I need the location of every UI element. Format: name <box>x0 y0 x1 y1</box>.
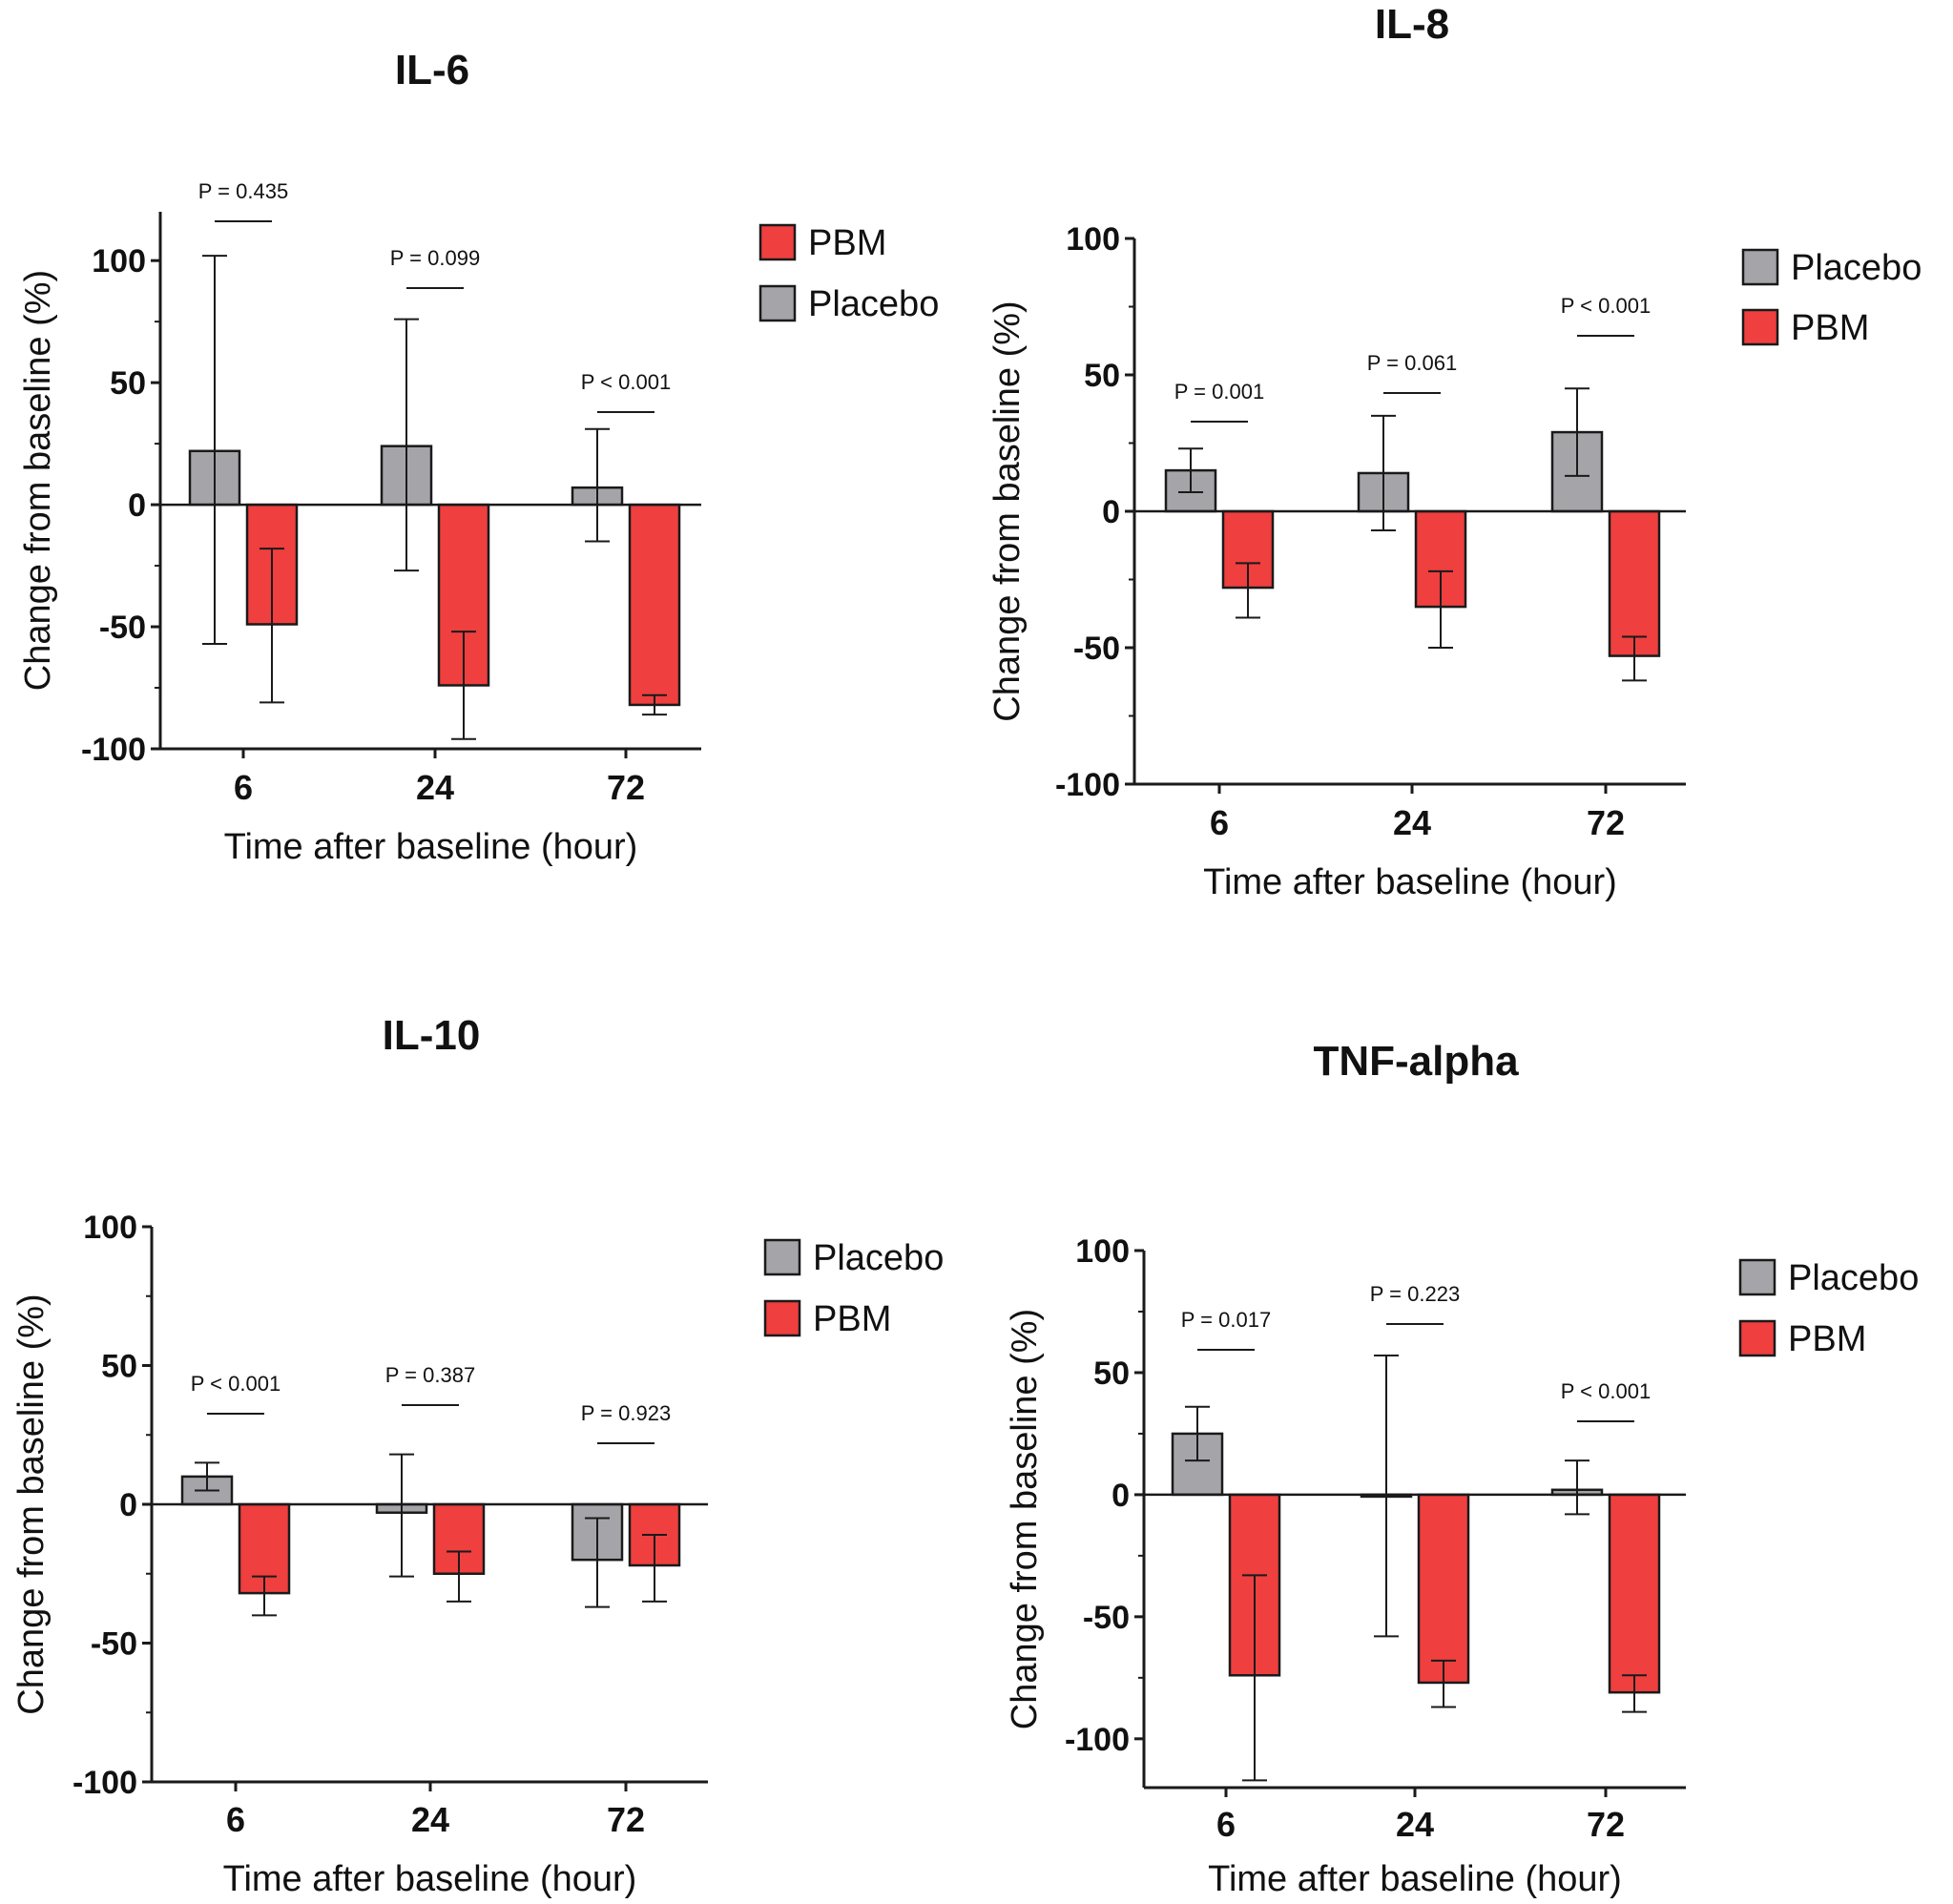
legend-swatch-placebo <box>1741 248 1779 286</box>
y-tick-label: 100 <box>83 1210 137 1246</box>
y-axis-label: Change from baseline (%) <box>11 1293 52 1714</box>
x-axis-label: Time after baseline (hour) <box>224 827 638 867</box>
x-tick-label: 6 <box>1210 803 1229 842</box>
pbm-bar <box>1417 1493 1470 1685</box>
p-value-label: P = 0.017 <box>1181 1308 1271 1332</box>
y-tick-label: 0 <box>128 487 146 524</box>
y-tick-label: 100 <box>1066 221 1120 258</box>
legend-label-placebo: Placebo <box>808 284 939 324</box>
x-tick-label: 72 <box>607 768 645 807</box>
y-tick-label: 50 <box>1084 358 1120 394</box>
chart-title: IL-10 <box>383 1012 481 1059</box>
y-tick-label: 50 <box>101 1349 137 1385</box>
y-tick-label: -100 <box>73 1765 137 1801</box>
legend-label-pbm: PBM <box>813 1299 891 1339</box>
chart-title: IL-8 <box>1375 1 1449 48</box>
pbm-bar <box>628 503 681 707</box>
p-value-label: P = 0.923 <box>581 1401 671 1425</box>
legend-label-pbm: PBM <box>1791 308 1869 348</box>
legend-label-pbm: PBM <box>1788 1319 1866 1359</box>
y-tick-label: -50 <box>99 610 146 646</box>
y-tick-label: -50 <box>1073 631 1120 667</box>
x-tick-label: 24 <box>1396 1805 1434 1844</box>
pbm-bar <box>1608 1493 1661 1694</box>
y-tick-label: 0 <box>1102 494 1120 530</box>
y-tick-label: -100 <box>1055 767 1120 803</box>
x-tick-label: 72 <box>1587 1805 1625 1844</box>
legend-swatch-pbm <box>758 223 797 261</box>
legend-swatch-placebo <box>763 1238 801 1276</box>
chart-title: TNF-alpha <box>1313 1038 1519 1085</box>
x-tick-label: 6 <box>226 1800 245 1839</box>
p-value-label: P = 0.001 <box>1174 380 1264 404</box>
legend-label-placebo: Placebo <box>1788 1258 1919 1298</box>
p-value-label: P = 0.061 <box>1367 351 1457 375</box>
chart-title: IL-6 <box>395 47 469 93</box>
y-tick-label: -50 <box>91 1626 137 1663</box>
legend-label-placebo: Placebo <box>1791 248 1922 288</box>
y-tick-label: 0 <box>119 1487 137 1523</box>
legend-swatch-pbm <box>1741 308 1779 346</box>
chart-panel-il-8: IL-8 100 50 0 -50 -100 6 24 72 Time after baselin… <box>987 1 1922 902</box>
chart-panel-il-10: IL-10 100 50 0 -50 -100 6 24 72 Time after baseli… <box>11 1012 944 1899</box>
placebo-bar <box>1171 1432 1224 1497</box>
y-axis-label: Change from baseline (%) <box>987 300 1028 721</box>
y-tick-label: 0 <box>1112 1478 1130 1514</box>
x-tick-label: 72 <box>607 1800 645 1839</box>
legend-swatch-placebo <box>758 284 797 322</box>
x-tick-label: 6 <box>1216 1805 1236 1844</box>
x-tick-label: 24 <box>411 1800 449 1839</box>
pbm-bar <box>1608 509 1661 657</box>
y-tick-label: -50 <box>1083 1600 1130 1636</box>
x-tick-label: 72 <box>1587 803 1625 842</box>
chart-panel-il-6: IL-6 100 50 0 -50 -100 6 24 72 Time after baselin… <box>18 47 939 867</box>
x-tick-label: 6 <box>234 768 253 807</box>
p-value-label: P < 0.001 <box>1561 1379 1651 1403</box>
p-value-label: P = 0.387 <box>385 1363 475 1387</box>
y-tick-label: -100 <box>1065 1722 1130 1758</box>
legend-swatch-pbm <box>1738 1319 1776 1357</box>
y-axis-label: Change from baseline (%) <box>18 270 58 691</box>
p-value-label: P < 0.001 <box>581 370 671 394</box>
y-tick-label: 50 <box>1093 1356 1130 1392</box>
y-tick-label: -100 <box>81 732 146 768</box>
p-value-label: P = 0.223 <box>1370 1282 1460 1306</box>
y-tick-label: 100 <box>1075 1233 1130 1270</box>
p-value-label: P = 0.435 <box>198 179 288 203</box>
legend-swatch-pbm <box>763 1299 801 1337</box>
p-value-label: P < 0.001 <box>1561 294 1651 318</box>
y-tick-label: 100 <box>92 243 146 279</box>
chart-panel-tnf-alpha: TNF-alpha 100 50 0 -50 -100 6 24 72 Time after ba… <box>1005 1038 1919 1899</box>
p-value-label: P < 0.001 <box>191 1372 280 1396</box>
x-tick-label: 24 <box>416 768 454 807</box>
legend-label-placebo: Placebo <box>813 1238 944 1278</box>
x-axis-label: Time after baseline (hour) <box>1203 862 1617 902</box>
y-axis-label: Change from baseline (%) <box>1005 1309 1045 1729</box>
legend-swatch-placebo <box>1738 1258 1776 1296</box>
legend-label-pbm: PBM <box>808 223 886 263</box>
x-axis-label: Time after baseline (hour) <box>1208 1859 1622 1899</box>
x-tick-label: 24 <box>1393 803 1431 842</box>
x-axis-label: Time after baseline (hour) <box>223 1859 637 1899</box>
p-value-label: P = 0.099 <box>390 246 480 270</box>
y-tick-label: 50 <box>110 365 146 402</box>
